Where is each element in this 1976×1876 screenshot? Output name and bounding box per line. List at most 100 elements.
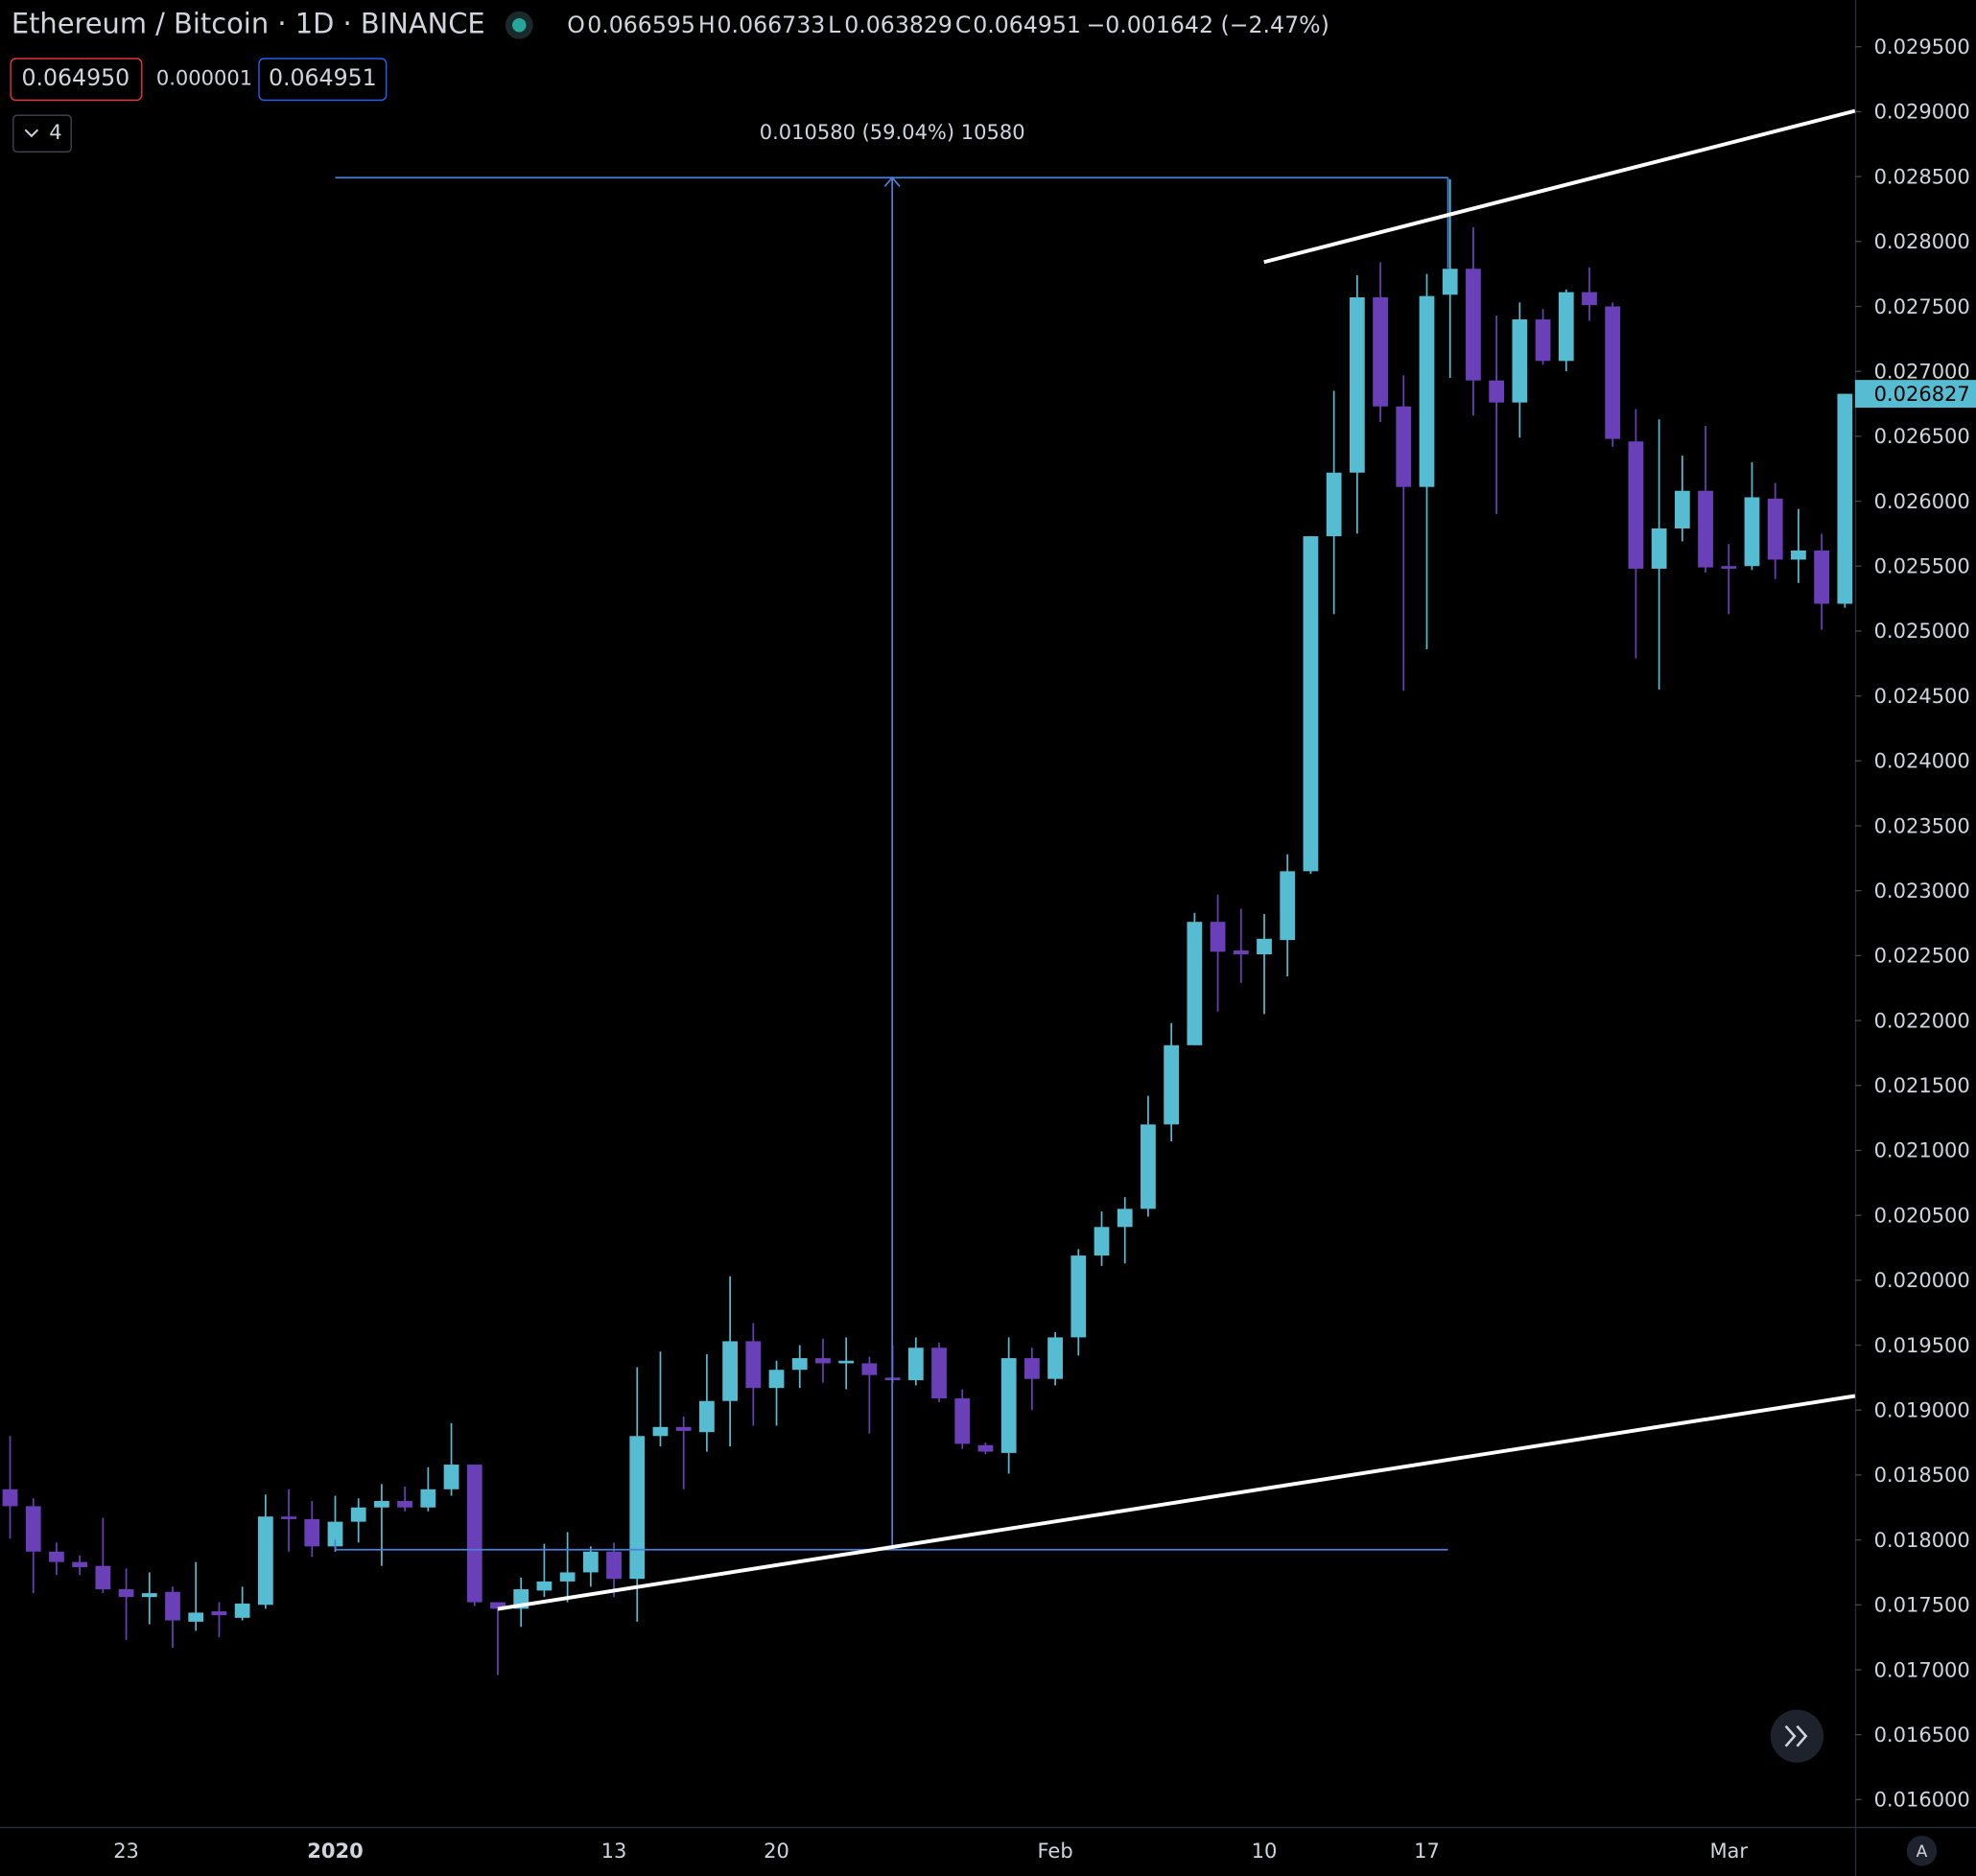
ohlc-change: −0.001642 (−2.47%) [1086,12,1329,38]
candle-body [652,1426,669,1437]
candle-body [1373,297,1388,407]
scale-mode-button[interactable] [1906,1835,1938,1866]
candle-body [1674,490,1690,528]
candle-body [188,1612,204,1622]
candle-body [791,1358,808,1371]
candle-body [1628,441,1644,569]
trend-line [1263,108,1856,265]
candle-body [234,1603,250,1618]
candle-body [675,1426,692,1431]
y-tick-label: 0.023000 [1874,879,1970,903]
candle-body [1512,319,1528,403]
candle-body [768,1370,785,1389]
candle-body [420,1489,436,1508]
candle-body [1280,871,1296,941]
scroll-to-realtime[interactable] [1770,1709,1824,1763]
candle-body [1210,922,1226,952]
candle-body [745,1341,762,1389]
chevron-icon [24,129,39,138]
candle-body [699,1400,715,1433]
candle-body [1698,490,1713,568]
candle-body [466,1465,482,1603]
candle-body [1349,297,1365,473]
y-tick-label: 0.024500 [1874,684,1970,708]
candle-body [559,1572,576,1582]
candle-body [954,1398,971,1444]
y-tick-label: 0.018500 [1874,1463,1970,1487]
candle-body [536,1581,553,1591]
scale-mode[interactable]: A [1917,1842,1928,1862]
candle-body [1651,528,1667,569]
y-tick-label: 0.029000 [1874,100,1970,124]
candle-body [1303,536,1319,872]
candle-body [490,1602,506,1609]
candle-body [1535,319,1551,362]
sell-price[interactable]: 0.064950 [21,64,129,91]
candle-body [327,1521,343,1547]
candle-body [722,1341,738,1401]
y-tick-label: 0.022500 [1874,944,1970,968]
candle-body [25,1506,41,1552]
candle-body [1814,551,1829,604]
candle-body [72,1561,88,1568]
candle-body [931,1348,947,1399]
candle-body [977,1444,994,1452]
candle-body [281,1516,296,1519]
y-tick-label: 0.021000 [1874,1138,1970,1162]
candle-body [1419,295,1435,487]
x-tick-label: 20 [764,1839,789,1863]
last-price-label: 0.026827 [1874,382,1970,406]
y-tick-label: 0.016500 [1874,1723,1970,1747]
candle-body [165,1591,180,1621]
y-tick-label: 0.028000 [1874,229,1970,253]
spread: 0.000001 [156,66,252,90]
candle-body [1466,269,1481,381]
x-tick-label: 17 [1414,1839,1440,1863]
y-tick-label: 0.026000 [1874,489,1970,513]
y-tick-label: 0.028500 [1874,164,1970,188]
candle-body [1257,938,1272,955]
buy-button[interactable] [258,58,388,102]
y-tick-label: 0.021500 [1874,1073,1970,1097]
candle-body [1233,950,1249,955]
candle-body [1070,1255,1087,1338]
candle-body [1187,922,1203,1045]
y-tick-label: 0.025500 [1874,554,1970,578]
candle-body [1582,292,1597,306]
indicators-count[interactable]: 4 [49,120,61,144]
collapse-button[interactable] [12,114,72,152]
candle-body [1489,380,1505,403]
last-price-box [1854,380,1976,409]
buy-price[interactable]: 0.064951 [269,64,377,91]
candle-body [606,1551,622,1580]
candle-body [815,1358,831,1364]
x-tick-label: 10 [1252,1839,1278,1863]
candle-body [838,1360,855,1364]
measure-tool [334,176,1449,1551]
y-tick-label: 0.027000 [1874,359,1970,383]
candle-body [49,1551,64,1562]
candle-body [1837,393,1853,604]
candle-body [211,1611,227,1616]
symbol-title: Ethereum / Bitcoin · 1D · BINANCE [12,7,485,39]
ohlc-value: 0.066733 [717,12,826,38]
candle-body [1023,1358,1040,1379]
candle-body [1442,269,1458,295]
candle-body [907,1348,924,1381]
candle-body [257,1516,273,1606]
measure-label: 0.010580 (59.04%) 10580 [760,120,1025,144]
candle-body [1791,551,1806,560]
ohlc-key: O [567,12,585,38]
y-tick-label: 0.024000 [1874,749,1970,773]
candle-body [1744,497,1760,567]
sell-button[interactable] [10,58,143,102]
scroll-icon [1796,1724,1808,1747]
scroll-icon [1784,1724,1797,1747]
x-tick-label: 23 [113,1839,139,1863]
y-tick-label: 0.017500 [1874,1593,1970,1617]
candle-body [350,1507,366,1522]
candle-body [582,1551,599,1573]
candle-body [304,1518,320,1547]
candle-body [861,1363,878,1375]
